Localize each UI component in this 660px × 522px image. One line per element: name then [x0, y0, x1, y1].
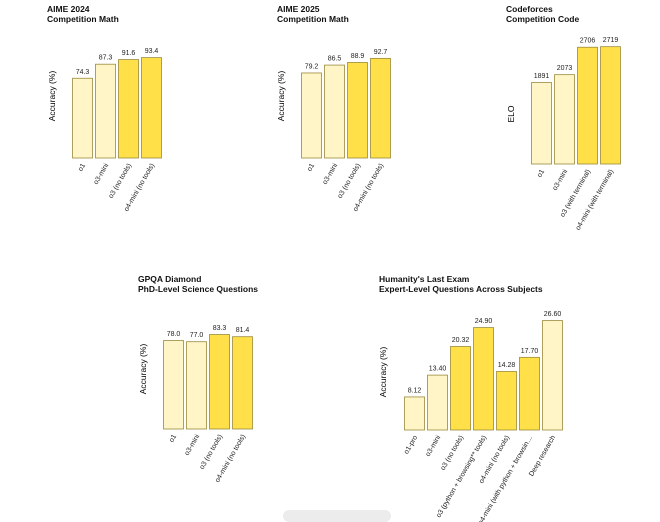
- bar-value-label: 13.40: [429, 366, 447, 373]
- bar-value-label: 1891: [534, 73, 550, 80]
- bar: [428, 375, 448, 430]
- chart-subtitle: PhD-Level Science Questions: [138, 284, 258, 294]
- bar: [497, 371, 517, 430]
- bar: [348, 62, 368, 158]
- x-tick-label: o3-mini: [184, 433, 202, 457]
- y-axis-label: Accuracy (%): [138, 344, 148, 395]
- x-tick-label: o1: [306, 162, 316, 172]
- bar: [371, 58, 391, 158]
- chart-aime-2024: Accuracy (%) 74.3 o1 87.3 o3-mini 91.6 o3 (no …: [47, 4, 237, 204]
- bar-value-label: 88.9: [351, 53, 365, 60]
- bar: [73, 78, 93, 158]
- x-tick-label: o1-pro: [403, 434, 419, 455]
- chart-subtitle: Competition Math: [47, 14, 119, 24]
- x-tick-label: o3 (no tools): [337, 163, 363, 200]
- bar-value-label: 79.2: [305, 63, 319, 70]
- chart-plot: Accuracy (%) 79.2 o1 86.5 o3-mini 88.9 o3 (no …: [277, 4, 467, 204]
- chart-subtitle: Competition Math: [277, 14, 349, 24]
- bar: [601, 47, 621, 164]
- bar-value-label: 78.0: [167, 331, 181, 338]
- chart-title-line: AIME 2024: [47, 4, 119, 14]
- bar-value-label: 81.4: [236, 327, 250, 334]
- bar: [532, 83, 552, 164]
- chart-plot: Accuracy (%) 78.0 o1 77.0 o3-mini 83.3 o3 (no …: [138, 274, 328, 474]
- chart-title-line: Codeforces: [506, 4, 579, 14]
- bar-value-label: 14.28: [498, 362, 516, 369]
- chart-plot: Accuracy (%) 74.3 o1 87.3 o3-mini 91.6 o3 (no …: [47, 4, 237, 204]
- bar: [233, 337, 253, 429]
- x-tick-label: o3-mini: [93, 162, 111, 186]
- chart-subtitle: Expert-Level Questions Across Subjects: [379, 284, 543, 294]
- bar: [164, 341, 184, 429]
- bar: [119, 60, 139, 158]
- bar-value-label: 74.3: [76, 69, 90, 76]
- bar-value-label: 87.3: [99, 55, 113, 62]
- bar: [543, 321, 563, 430]
- chart-gpqa-diamond: Accuracy (%) 78.0 o1 77.0 o3-mini 83.3 o3 (no …: [138, 274, 328, 474]
- chart-title-line: GPQA Diamond: [138, 274, 258, 284]
- bar-value-label: 93.4: [145, 48, 159, 55]
- bar-value-label: 26.60: [544, 311, 562, 318]
- y-axis-label: ELO: [506, 105, 516, 122]
- bar: [405, 397, 425, 430]
- bar: [96, 64, 116, 158]
- bar: [555, 75, 575, 164]
- x-tick-label: o1: [77, 162, 87, 172]
- bar-value-label: 86.5: [328, 56, 342, 63]
- chart-aime-2025: Accuracy (%) 79.2 o1 86.5 o3-mini 88.9 o3 (no …: [277, 4, 467, 204]
- y-axis-label: Accuracy (%): [47, 71, 57, 122]
- chart-title-line: AIME 2025: [277, 4, 349, 14]
- x-tick-label: o1: [536, 168, 546, 178]
- chart-plot: Accuracy (%) 8.12 o1-pro 13.40 o3-mini 20.32 o…: [379, 274, 619, 516]
- bar: [325, 65, 345, 158]
- chart-subtitle: Competition Code: [506, 14, 579, 24]
- x-tick-label: o3 (no tools): [108, 163, 134, 200]
- bar: [210, 335, 230, 429]
- bar: [187, 342, 207, 429]
- chart-humanitys-last-exam: Accuracy (%) 8.12 o1-pro 13.40 o3-mini 20.32 o…: [379, 274, 619, 516]
- x-tick-label: o3-mini: [552, 168, 570, 192]
- x-tick-label: o3-mini: [425, 434, 443, 458]
- bar-value-label: 8.12: [408, 387, 422, 394]
- chart-title-line: Humanity's Last Exam: [379, 274, 543, 284]
- bar: [451, 347, 471, 430]
- x-tick-label: o1: [168, 433, 178, 443]
- bar-value-label: 20.32: [452, 337, 470, 344]
- bar-value-label: 92.7: [374, 49, 388, 56]
- x-tick-label: o3 (no tools): [199, 434, 225, 471]
- bar-value-label: 91.6: [122, 50, 136, 57]
- x-tick-label: Deep research: [528, 434, 557, 477]
- x-tick-label: o3 (no tools): [440, 435, 466, 472]
- bar-value-label: 24.90: [475, 318, 493, 325]
- y-axis-label: Accuracy (%): [378, 347, 388, 398]
- bar-value-label: 83.3: [213, 325, 227, 332]
- bar-value-label: 2706: [580, 38, 596, 45]
- bar: [474, 328, 494, 430]
- bar: [302, 73, 322, 158]
- bar-value-label: 2073: [557, 65, 573, 72]
- bar-value-label: 17.70: [521, 348, 539, 355]
- x-tick-label: o3-mini: [322, 162, 340, 186]
- bar: [578, 47, 598, 164]
- bar: [520, 357, 540, 430]
- bar-value-label: 2719: [603, 37, 619, 44]
- bar: [142, 58, 162, 158]
- bar-value-label: 77.0: [190, 332, 204, 339]
- y-axis-label: Accuracy (%): [276, 71, 286, 122]
- scroll-indicator[interactable]: [283, 510, 391, 522]
